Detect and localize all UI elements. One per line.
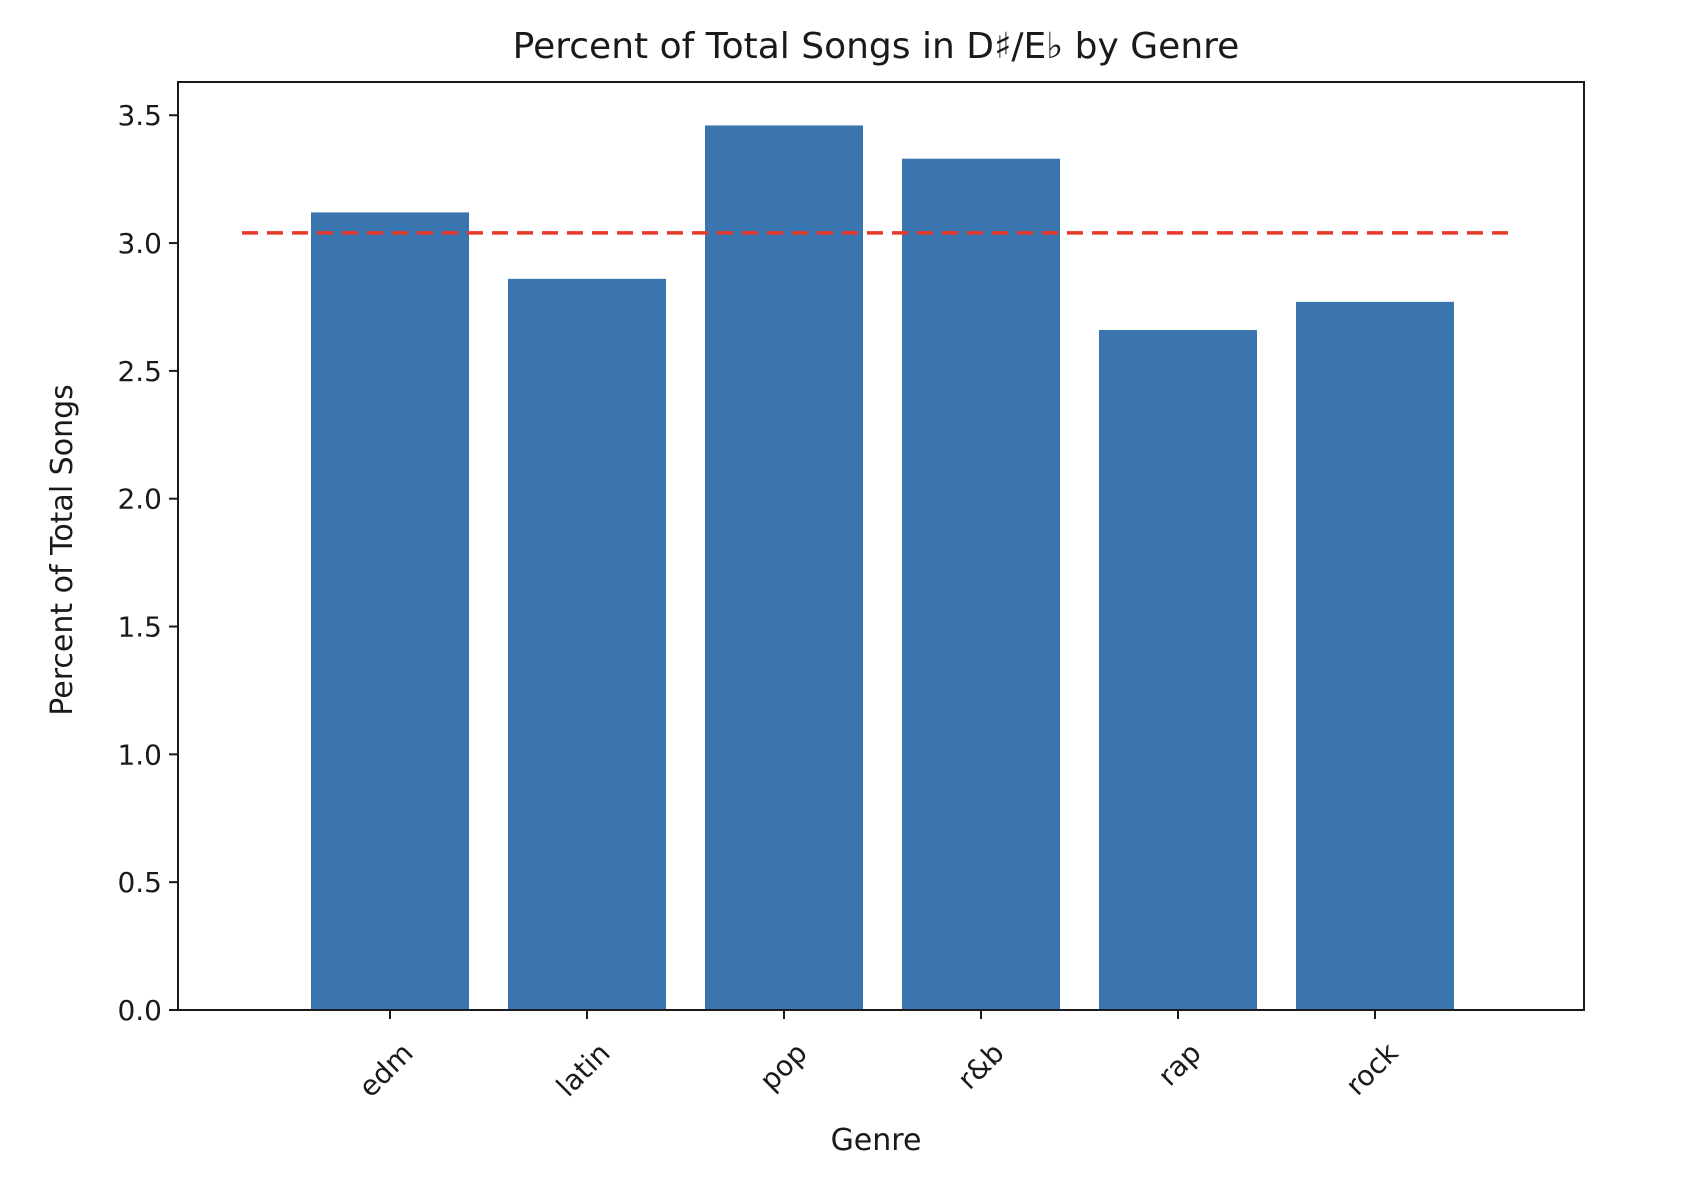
- x-tick-label: latin: [550, 1036, 617, 1103]
- y-tick-label: 3.0: [117, 227, 162, 260]
- y-tick-label: 1.5: [117, 611, 162, 644]
- plot-area: 0.0 0.5 1.0 1.5 2.0 2.5 3.0 3.5 edm latin pop r&b ra…: [117, 81, 1585, 1104]
- x-tick-label: rap: [1151, 1036, 1207, 1092]
- plot-frame: [177, 81, 1585, 1011]
- bar-rb: [902, 158, 1060, 1010]
- x-tick-label: pop: [753, 1036, 814, 1097]
- y-axis-label: Percent of Total Songs: [45, 384, 80, 716]
- y-tick-label: 3.5: [117, 99, 162, 132]
- chart-title: Percent of Total Songs in D♯/E♭ by Genre: [513, 26, 1240, 67]
- bar-rock: [1296, 301, 1454, 1010]
- bar-latin: [508, 278, 666, 1010]
- x-tick-label: rock: [1339, 1036, 1405, 1102]
- bar-edm: [311, 212, 469, 1010]
- y-tick-label: 1.0: [117, 738, 162, 771]
- y-tick-label: 0.5: [117, 866, 162, 899]
- y-tick-label: 0.0: [117, 994, 162, 1027]
- x-tick-label: edm: [352, 1036, 419, 1103]
- bar-rap: [1099, 329, 1257, 1010]
- y-tick-label: 2.0: [117, 483, 162, 516]
- x-axis-label: Genre: [831, 1123, 922, 1158]
- bar-pop: [705, 125, 863, 1010]
- y-tick-label: 2.5: [117, 355, 162, 388]
- x-tick-label: r&b: [951, 1036, 1010, 1095]
